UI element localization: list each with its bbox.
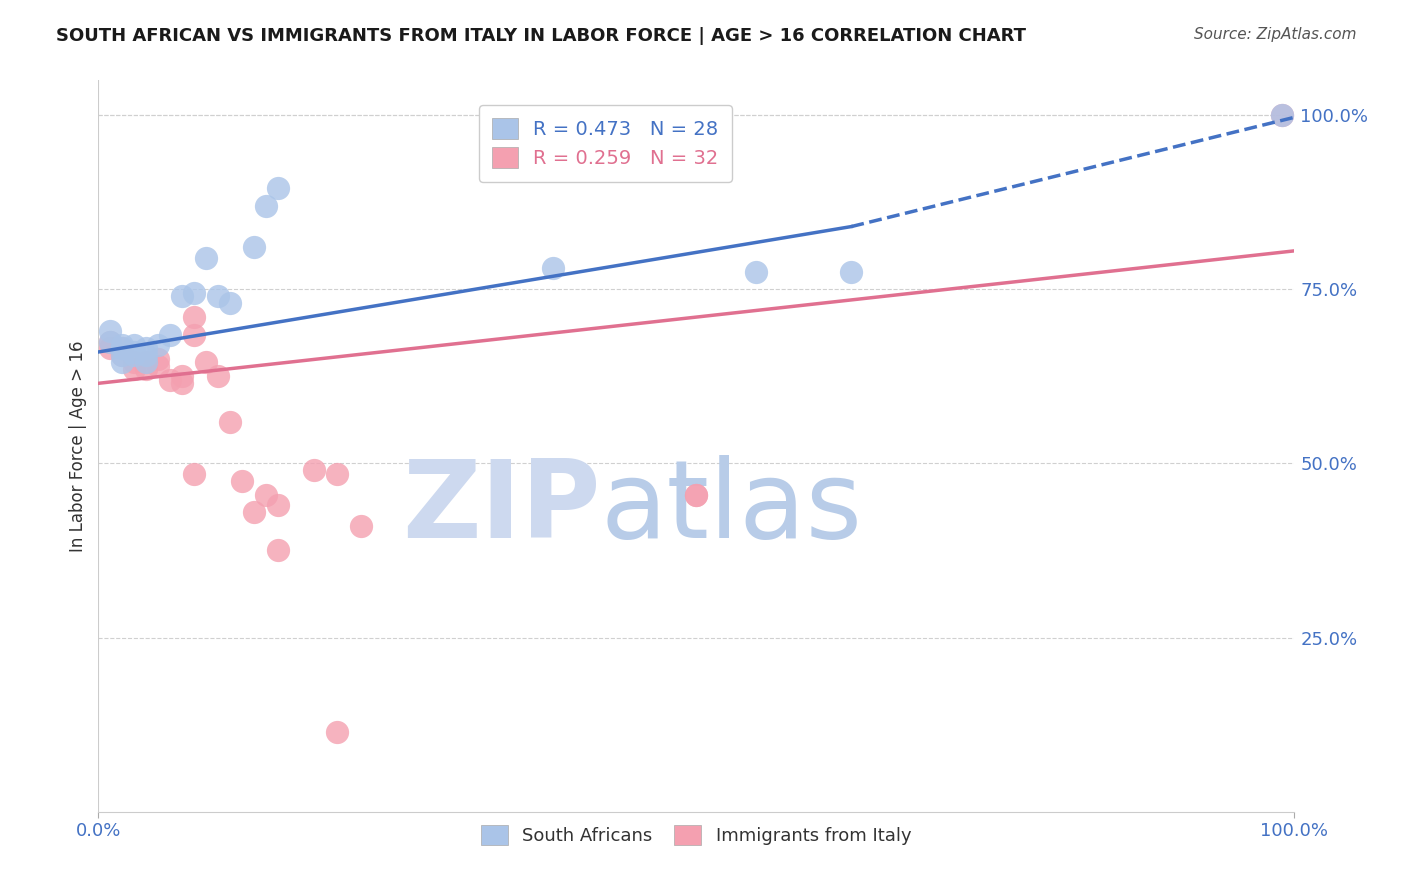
Point [326,724,349,739]
Point [98,324,122,338]
Point [219,415,242,429]
Point [124,338,146,352]
Point [745,265,768,279]
Point [183,327,205,342]
Text: SOUTH AFRICAN VS IMMIGRANTS FROM ITALY IN LABOR FORCE | AGE > 16 CORRELATION CHA: SOUTH AFRICAN VS IMMIGRANTS FROM ITALY I… [56,27,1026,45]
Point [172,369,194,384]
Point [195,355,218,369]
Point [98,342,122,356]
Text: atlas: atlas [600,455,862,561]
Point [219,296,242,310]
Point [148,351,170,366]
Point [148,359,170,373]
Point [124,362,146,376]
Point [267,181,290,195]
Point [111,342,134,356]
Point [207,369,229,384]
Point [207,289,229,303]
Point [124,355,146,369]
Legend: South Africans, Immigrants from Italy: South Africans, Immigrants from Italy [471,816,921,854]
Y-axis label: In Labor Force | Age > 16: In Labor Force | Age > 16 [69,340,87,552]
Point [135,342,157,356]
Point [841,265,863,279]
Point [254,488,277,502]
Point [1271,108,1294,122]
Point [685,488,707,502]
Point [98,334,122,349]
Point [267,498,290,512]
Point [172,376,194,391]
Point [326,467,349,481]
Point [231,474,253,488]
Point [159,373,181,387]
Point [183,467,205,481]
Point [135,355,157,369]
Point [135,348,157,362]
Point [111,338,134,352]
Point [267,543,290,558]
Point [124,345,146,359]
Point [1271,108,1294,122]
Point [111,342,134,356]
Point [135,362,157,376]
Point [148,338,170,352]
Point [159,327,181,342]
Point [172,289,194,303]
Point [685,488,707,502]
Point [243,240,266,254]
Point [111,348,134,362]
Point [195,251,218,265]
Point [183,285,205,300]
Point [111,355,134,369]
Text: Source: ZipAtlas.com: Source: ZipAtlas.com [1194,27,1357,42]
Point [183,310,205,325]
Point [541,261,564,276]
Point [350,519,373,533]
Point [243,505,266,519]
Point [135,355,157,369]
Point [302,463,325,477]
Point [254,199,277,213]
Point [98,334,122,349]
Point [124,348,146,362]
Text: ZIP: ZIP [402,455,600,561]
Point [111,348,134,362]
